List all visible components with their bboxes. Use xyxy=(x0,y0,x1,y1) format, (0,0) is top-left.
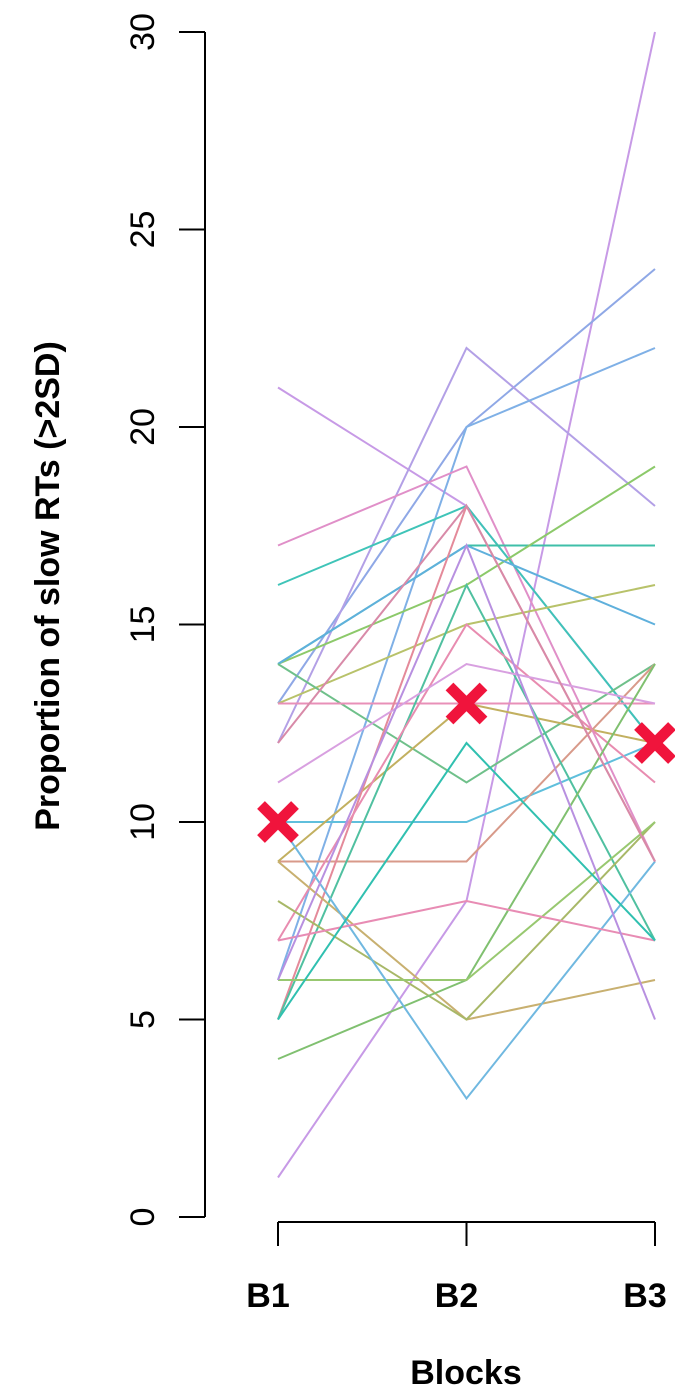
x-ticks: B1 B2 B3 xyxy=(246,1222,667,1315)
x-axis-title: Blocks xyxy=(410,1354,522,1391)
x-tick-label: B1 xyxy=(246,1277,289,1315)
mean-x-stroke xyxy=(257,801,299,843)
mean-x-stroke xyxy=(634,722,675,764)
x-tick-label: B2 xyxy=(435,1277,478,1315)
mean-x-stroke xyxy=(445,682,488,725)
series-line xyxy=(277,504,656,862)
y-tick-label: 15 xyxy=(124,606,162,644)
mean-markers xyxy=(257,682,675,843)
x-tick-label: B3 xyxy=(623,1277,666,1315)
series-line xyxy=(277,899,656,942)
series-line xyxy=(277,584,656,705)
series-line xyxy=(277,662,656,784)
series-line xyxy=(277,860,656,1021)
series-line xyxy=(277,386,656,744)
y-tick-label: 25 xyxy=(124,211,162,249)
series-line xyxy=(277,544,655,665)
series-line xyxy=(277,346,656,744)
y-axis-title: Proportion of slow RTs (>2SD) xyxy=(29,341,67,831)
y-tick-label: 10 xyxy=(124,803,162,841)
y-ticks: 0 5 10 15 20 25 30 xyxy=(124,13,205,1226)
series-line xyxy=(277,465,656,665)
mean-x-marker xyxy=(445,682,488,725)
mean-x-marker xyxy=(634,722,675,764)
series-line xyxy=(277,821,656,1021)
mean-x-marker xyxy=(257,801,299,843)
y-tick-label: 5 xyxy=(124,1010,162,1029)
series-line xyxy=(277,542,656,1020)
series-line xyxy=(277,582,656,1020)
y-tick-label: 0 xyxy=(124,1208,162,1227)
y-tick-label: 30 xyxy=(124,13,162,51)
series-lines xyxy=(277,31,656,1179)
series-line xyxy=(277,821,656,1101)
series-line xyxy=(277,544,656,665)
series-line xyxy=(277,31,656,1179)
series-line xyxy=(277,347,656,981)
series-line xyxy=(277,741,656,1021)
series-line xyxy=(277,268,656,705)
y-tick-label: 20 xyxy=(124,408,162,446)
